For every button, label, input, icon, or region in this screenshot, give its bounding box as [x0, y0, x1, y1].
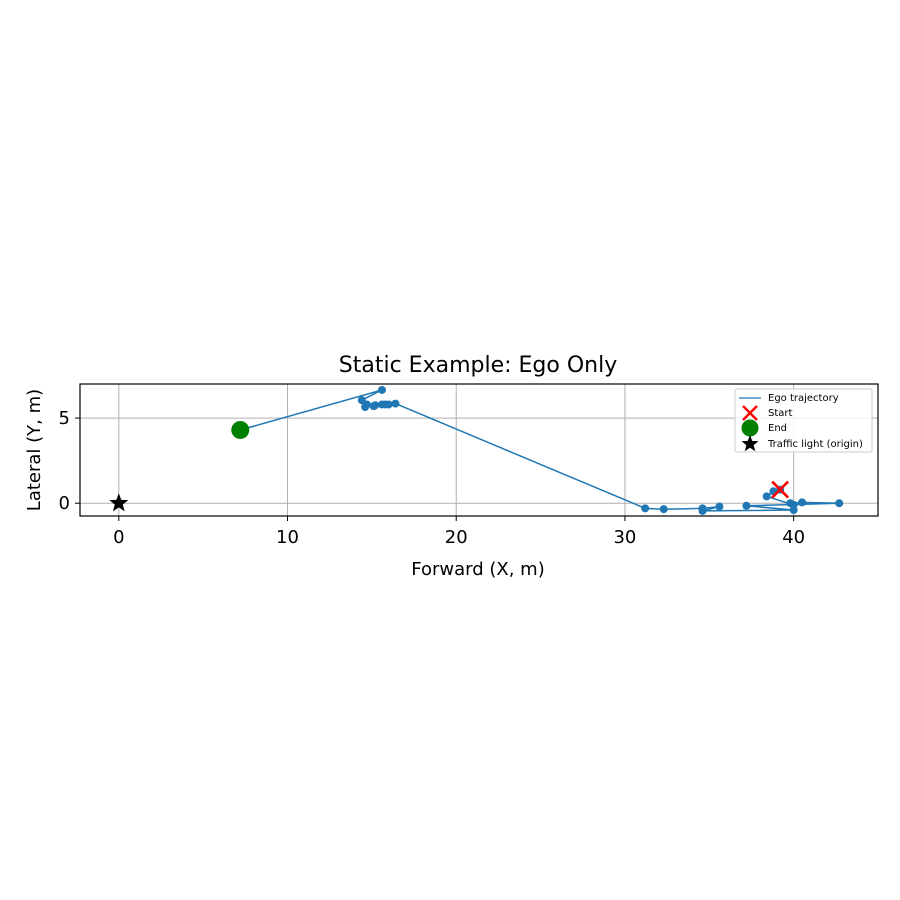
- axes-frame: [79, 383, 879, 517]
- ego-trajectory-point: [641, 504, 650, 513]
- chart-title: Static Example: Ego Only: [339, 353, 617, 378]
- ego-trajectory-point: [369, 402, 378, 411]
- end-marker: [231, 420, 250, 439]
- legend-start-swatch: [742, 405, 758, 421]
- origin-marker: [109, 493, 129, 512]
- plot-area: [109, 385, 844, 515]
- legend: Ego trajectory Start End Traffic light (…: [734, 388, 873, 453]
- ego-trajectory-point: [357, 396, 366, 405]
- y-tick-label: 5: [59, 408, 70, 429]
- ego-trajectory-point: [377, 400, 386, 409]
- legend-end-label: End: [768, 423, 787, 434]
- start-marker: [771, 480, 790, 499]
- legend-origin-label: Traffic light (origin): [767, 439, 863, 450]
- ego-trajectory-point: [742, 501, 751, 510]
- x-tick-label: 40: [782, 527, 805, 548]
- legend-end-swatch: [741, 419, 759, 437]
- legend-frame: [734, 388, 873, 453]
- x-tick-label: 0: [113, 527, 124, 548]
- y-axis-label: Lateral (Y, m): [24, 389, 45, 511]
- ego-trajectory-point: [789, 506, 798, 515]
- x-tick-label: 20: [445, 527, 468, 548]
- ego-trajectory-point: [762, 492, 771, 501]
- ego-trajectory-point: [798, 498, 807, 507]
- ego-trajectory-point: [835, 499, 844, 508]
- x-axis-label: Forward (X, m): [411, 559, 544, 580]
- x-tick-label: 10: [276, 527, 299, 548]
- axis-ticks: 0 10 20 30 40 0 5: [59, 408, 806, 548]
- start-marker-stroke: [771, 480, 790, 499]
- ego-trajectory-point: [361, 402, 370, 411]
- ego-trajectory-point: [391, 399, 400, 408]
- ego-trajectory-point: [377, 385, 386, 394]
- legend-origin-swatch: [741, 435, 759, 452]
- y-tick-label: 0: [59, 493, 70, 514]
- legend-start-label: Start: [768, 408, 793, 419]
- ego-trajectory-point: [715, 502, 724, 511]
- x-tick-label: 30: [613, 527, 636, 548]
- ego-trajectory-point: [786, 499, 795, 508]
- ego-trajectory-point: [698, 504, 707, 513]
- ego-trajectory-point: [659, 505, 668, 514]
- legend-trajectory-label: Ego trajectory: [768, 393, 839, 404]
